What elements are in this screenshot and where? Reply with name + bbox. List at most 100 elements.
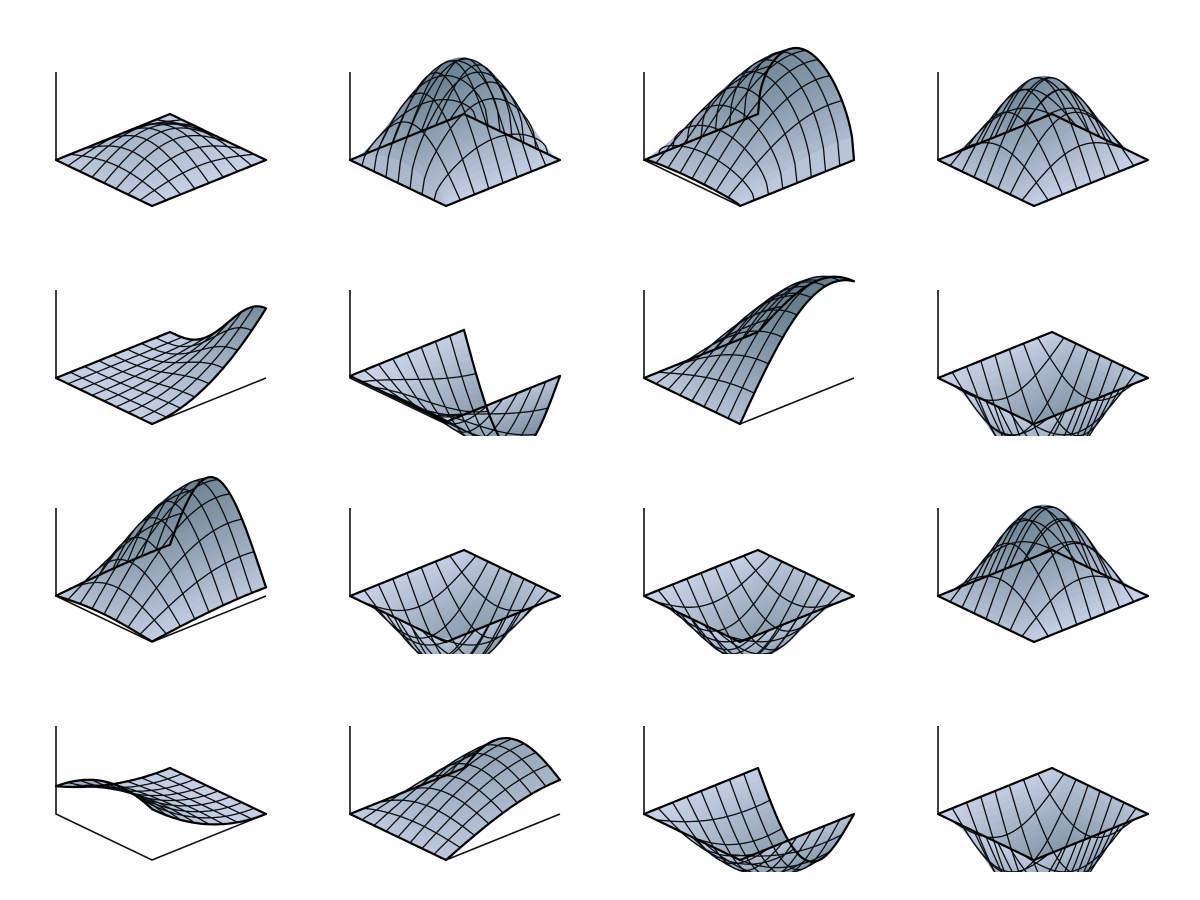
surface-boundary <box>936 112 1150 208</box>
mesh-line-v <box>1008 506 1106 614</box>
surface-4-3 <box>588 654 882 872</box>
mesh-line-v <box>112 517 210 613</box>
surface-boundary <box>642 548 856 644</box>
mesh-line-v <box>743 555 840 608</box>
mesh-lines <box>949 505 1137 637</box>
mesh-line-u <box>397 572 513 654</box>
surface-1-2-figure <box>348 57 562 208</box>
surface-4-4-figure <box>936 726 1150 872</box>
mesh-line-v <box>406 572 504 654</box>
surface-2-3-figure <box>642 275 856 426</box>
mesh-line-u <box>703 578 819 654</box>
mesh-lines <box>655 555 843 654</box>
floor-axis-path <box>55 726 267 861</box>
mesh-lines <box>949 337 1137 436</box>
axis-lines <box>55 726 267 861</box>
mesh-line-v <box>141 342 238 355</box>
surface-1-1-figure <box>54 72 268 208</box>
surface-boundary <box>936 330 1150 426</box>
mesh-line-v <box>112 783 210 825</box>
surface-1-3-figure <box>642 46 856 208</box>
boundary-path <box>54 766 268 826</box>
surface-boundary <box>348 112 562 208</box>
mesh-line-v <box>1037 773 1135 839</box>
surface-2-1 <box>0 218 294 436</box>
mesh-line-u <box>1021 807 1137 872</box>
mesh-line-v <box>420 567 518 654</box>
mesh-line-u <box>727 834 843 857</box>
mesh-line-v <box>112 354 210 385</box>
mesh-line-v <box>743 275 841 339</box>
boundary-path <box>54 112 268 208</box>
mesh-line-u <box>127 311 243 414</box>
mesh-line-u <box>139 798 255 819</box>
mesh-line-v <box>980 796 1078 872</box>
mesh-line-u <box>727 589 843 643</box>
mesh-line-u <box>139 551 255 635</box>
boundary-path <box>642 548 856 644</box>
boundary-path <box>54 476 268 643</box>
mesh-line-u <box>1021 371 1137 436</box>
mesh-line-u <box>961 779 1077 872</box>
surface-boundary <box>54 476 268 643</box>
mesh-line-u <box>127 518 243 628</box>
mesh-line-u <box>139 306 255 419</box>
boundary-path <box>936 766 1150 862</box>
surface-patches <box>349 549 561 654</box>
mesh-line-v <box>155 480 253 594</box>
mesh-line-u <box>997 518 1113 626</box>
mesh-lines <box>655 773 843 872</box>
mesh-lines <box>67 119 255 201</box>
mesh-lines <box>361 738 549 855</box>
surface-patches <box>55 767 267 825</box>
mesh-line-u <box>409 743 525 844</box>
surface-1-4-figure <box>936 72 1150 208</box>
mesh-line-u <box>409 578 525 654</box>
surface-boundary <box>348 737 562 862</box>
boundary-path <box>642 46 856 208</box>
mesh-line-v <box>420 346 518 436</box>
surface-3-4-figure <box>936 504 1150 644</box>
mesh-line-v <box>126 500 224 606</box>
surface-2-3 <box>588 218 882 436</box>
boundary-path <box>348 328 562 436</box>
mesh-line-v <box>714 785 812 872</box>
surface-3-2-figure <box>348 508 562 654</box>
surface-boundary <box>642 46 856 208</box>
mesh-line-v <box>1022 519 1121 608</box>
mesh-line-v <box>449 744 547 787</box>
mesh-line-v <box>980 360 1078 436</box>
mesh-line-v <box>155 772 253 820</box>
mesh-line-v <box>420 763 518 804</box>
mesh-line-v <box>728 59 827 172</box>
surface-boundary <box>348 328 562 436</box>
mesh-lines <box>361 335 549 436</box>
mesh-line-u <box>691 572 807 654</box>
surface-2-2 <box>294 218 588 436</box>
mesh-line-u <box>115 320 231 408</box>
mesh-line-v <box>392 578 490 654</box>
mesh-line-u <box>139 153 255 201</box>
mesh-line-u <box>433 764 549 855</box>
mesh-line-u <box>115 493 231 621</box>
mesh-line-u <box>1009 802 1125 872</box>
surface-3-1-figure <box>54 476 268 643</box>
mesh-line-u <box>115 134 231 190</box>
boundary-path <box>54 305 268 426</box>
mesh-line-v <box>449 81 547 167</box>
mesh-line-v <box>449 335 547 436</box>
mesh-line-v <box>1037 337 1135 401</box>
surface-3-3 <box>588 436 882 654</box>
mesh-line-u <box>433 407 549 417</box>
mesh-line-v <box>141 777 238 823</box>
mesh-line-v <box>729 281 826 344</box>
mesh-lines <box>67 477 255 635</box>
surface-boundary <box>936 766 1150 862</box>
mesh-line-v <box>743 773 841 871</box>
mesh-line-v <box>686 578 784 654</box>
mesh-lines <box>67 306 255 419</box>
surface-3-3-figure <box>642 508 856 654</box>
mesh-line-u <box>127 145 243 195</box>
boundary-path <box>348 112 562 208</box>
boundary-path <box>936 112 1150 208</box>
